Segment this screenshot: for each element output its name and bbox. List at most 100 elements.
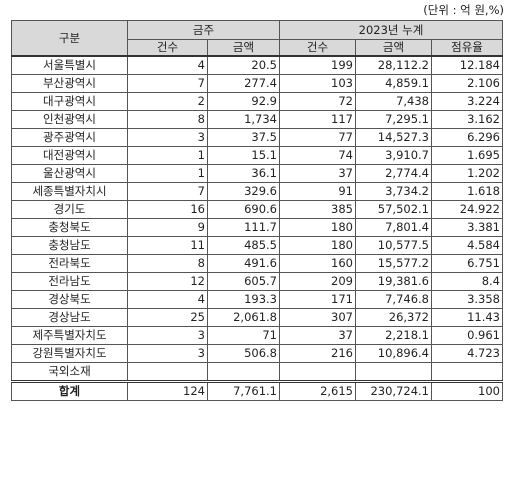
total-cum-amount: 230,724.1	[355, 380, 432, 401]
cum-amount-cell: 26,372	[355, 308, 432, 327]
week-count-cell: 2	[127, 92, 208, 111]
region-cell: 경기도	[11, 200, 128, 219]
cum-count-cell: 199	[279, 55, 356, 75]
week-amount-cell: 605.7	[207, 272, 280, 291]
cum-count-cell: 77	[279, 128, 356, 147]
table-row: 국외소재	[11, 362, 503, 382]
cum-amount-cell	[355, 362, 432, 382]
week-amount-cell: 690.6	[207, 200, 280, 219]
week-count-cell: 7	[127, 74, 208, 93]
region-cell: 세종특별자치시	[11, 182, 128, 201]
region-cell: 강원특별자치도	[11, 344, 128, 363]
week-count-cell: 4	[127, 55, 208, 75]
cum-amount-cell: 19,381.6	[355, 272, 432, 291]
total-label: 합계	[11, 380, 128, 401]
total-row: 합계 124 7,761.1 2,615 230,724.1 100	[11, 380, 503, 401]
week-count-cell: 16	[127, 200, 208, 219]
share-cell: 8.4	[431, 272, 503, 291]
cum-amount-cell: 10,577.5	[355, 236, 432, 255]
week-count-cell: 11	[127, 236, 208, 255]
table-row: 광주광역시 3 37.5 77 14,527.3 6.296	[11, 128, 503, 147]
cum-count-cell: 385	[279, 200, 356, 219]
share-cell: 4.584	[431, 236, 503, 255]
cum-count-cell: 91	[279, 182, 356, 201]
table-row: 경상남도 25 2,061.8 307 26,372 11.43	[11, 308, 503, 327]
cum-count-cell: 103	[279, 74, 356, 93]
cum-amount-cell: 10,896.4	[355, 344, 432, 363]
region-cell: 국외소재	[11, 362, 128, 382]
cum-count-cell: 180	[279, 218, 356, 237]
cum-amount-cell: 2,218.1	[355, 326, 432, 345]
table-row: 경상북도 4 193.3 171 7,746.8 3.358	[11, 290, 503, 309]
cum-amount-cell: 57,502.1	[355, 200, 432, 219]
table-row: 울산광역시 1 36.1 37 2,774.4 1.202	[11, 164, 503, 183]
region-cell: 광주광역시	[11, 128, 128, 147]
share-cell: 6.751	[431, 254, 503, 273]
region-cell: 전라북도	[11, 254, 128, 273]
week-amount-cell: 491.6	[207, 254, 280, 273]
cum-amount-cell: 2,774.4	[355, 164, 432, 183]
week-count-cell: 3	[127, 326, 208, 345]
table-row: 전라북도 8 491.6 160 15,577.2 6.751	[11, 254, 503, 273]
share-cell: 3.224	[431, 92, 503, 111]
unit-note: (단위 : 억 원,%)	[423, 3, 504, 17]
header-cum-amount: 금액	[355, 39, 432, 57]
share-cell: 1.695	[431, 146, 503, 165]
region-cell: 울산광역시	[11, 164, 128, 183]
cum-count-cell	[279, 362, 356, 382]
total-cum-count: 2,615	[279, 380, 356, 401]
header-share: 점유율	[431, 39, 503, 57]
table-row: 서울특별시 4 20.5 199 28,112.2 12.184	[11, 55, 503, 75]
header-week-count: 건수	[127, 39, 208, 57]
total-week-count: 124	[127, 380, 208, 401]
week-amount-cell: 92.9	[207, 92, 280, 111]
table-row: 경기도 16 690.6 385 57,502.1 24.922	[11, 200, 503, 219]
week-amount-cell: 277.4	[207, 74, 280, 93]
total-share: 100	[431, 380, 503, 401]
share-cell: 3.381	[431, 218, 503, 237]
share-cell	[431, 362, 503, 382]
cum-amount-cell: 3,734.2	[355, 182, 432, 201]
share-cell: 6.296	[431, 128, 503, 147]
cum-count-cell: 74	[279, 146, 356, 165]
week-amount-cell: 111.7	[207, 218, 280, 237]
week-amount-cell: 2,061.8	[207, 308, 280, 327]
table-row: 부산광역시 7 277.4 103 4,859.1 2.106	[11, 74, 503, 93]
cum-count-cell: 307	[279, 308, 356, 327]
table-row: 충청북도 9 111.7 180 7,801.4 3.381	[11, 218, 503, 237]
week-amount-cell	[207, 362, 280, 382]
share-cell: 1.618	[431, 182, 503, 201]
cum-amount-cell: 14,527.3	[355, 128, 432, 147]
table-row: 강원특별자치도 3 506.8 216 10,896.4 4.723	[11, 344, 503, 363]
region-cell: 대전광역시	[11, 146, 128, 165]
cum-amount-cell: 15,577.2	[355, 254, 432, 273]
region-cell: 제주특별자치도	[11, 326, 128, 345]
region-cell: 대구광역시	[11, 92, 128, 111]
share-cell: 3.358	[431, 290, 503, 309]
share-cell: 11.43	[431, 308, 503, 327]
cum-count-cell: 209	[279, 272, 356, 291]
table-row: 대구광역시 2 92.9 72 7,438 3.224	[11, 92, 503, 111]
share-cell: 3.162	[431, 110, 503, 129]
table-row: 세종특별자치시 7 329.6 91 3,734.2 1.618	[11, 182, 503, 201]
header-this-week: 금주	[127, 20, 280, 40]
week-amount-cell: 193.3	[207, 290, 280, 309]
region-cell: 충청남도	[11, 236, 128, 255]
region-cell: 부산광역시	[11, 74, 128, 93]
week-amount-cell: 37.5	[207, 128, 280, 147]
cum-amount-cell: 7,801.4	[355, 218, 432, 237]
header-cum-count: 건수	[279, 39, 356, 57]
header-cumulative-2023: 2023년 누계	[279, 20, 503, 40]
week-amount-cell: 329.6	[207, 182, 280, 201]
region-cell: 경상북도	[11, 290, 128, 309]
cum-amount-cell: 7,746.8	[355, 290, 432, 309]
week-count-cell: 3	[127, 128, 208, 147]
week-amount-cell: 15.1	[207, 146, 280, 165]
region-stats-table: 구분 금주 2023년 누계 건수 금액 건수 금액 점유율 서울특별시 4 20.…	[11, 20, 503, 401]
table-row: 전라남도 12 605.7 209 19,381.6 8.4	[11, 272, 503, 291]
region-cell: 인천광역시	[11, 110, 128, 129]
region-cell: 서울특별시	[11, 55, 128, 75]
cum-amount-cell: 4,859.1	[355, 74, 432, 93]
table-body: 서울특별시 4 20.5 199 28,112.2 12.184 부산광역시 7 277.4 10…	[11, 55, 503, 382]
week-count-cell: 7	[127, 182, 208, 201]
